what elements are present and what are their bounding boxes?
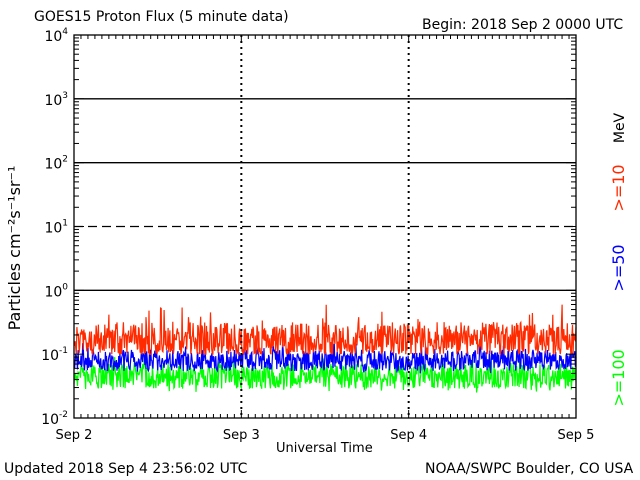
y-tick-label: 103 [44,91,68,109]
y-tick-label: 101 [44,219,68,237]
x-tick-label: Sep 3 [223,428,260,443]
y-tick-label: 104 [44,27,68,45]
chart-title: GOES15 Proton Flux (5 minute data) [34,9,289,25]
y-tick-label: 10-1 [41,346,68,364]
legend-entry-ge50: >=50 [609,244,628,291]
legend-unit: MeV [612,112,628,143]
begin-label: Begin: 2018 Sep 2 0000 UTC [422,17,624,33]
series-line-ge10 [73,304,577,357]
legend-entry-ge100: >=100 [609,349,628,406]
y-tick-label: 100 [44,282,68,300]
y-tick-label: 10-2 [41,410,68,428]
x-tick-label: Sep 5 [558,428,595,443]
x-tick-label: Sep 4 [390,428,427,443]
y-tick-label: 102 [44,155,68,173]
legend-entry-ge10: >=10 [609,164,628,211]
updated-label: Updated 2018 Sep 4 23:56:02 UTC [4,461,248,477]
credit-label: NOAA/SWPC Boulder, CO USA [425,461,634,477]
x-axis-label: Universal Time [276,441,373,456]
x-tick-label: Sep 2 [56,428,93,443]
y-axis-label: Particles cm⁻²s⁻¹sr⁻¹ [5,166,24,331]
